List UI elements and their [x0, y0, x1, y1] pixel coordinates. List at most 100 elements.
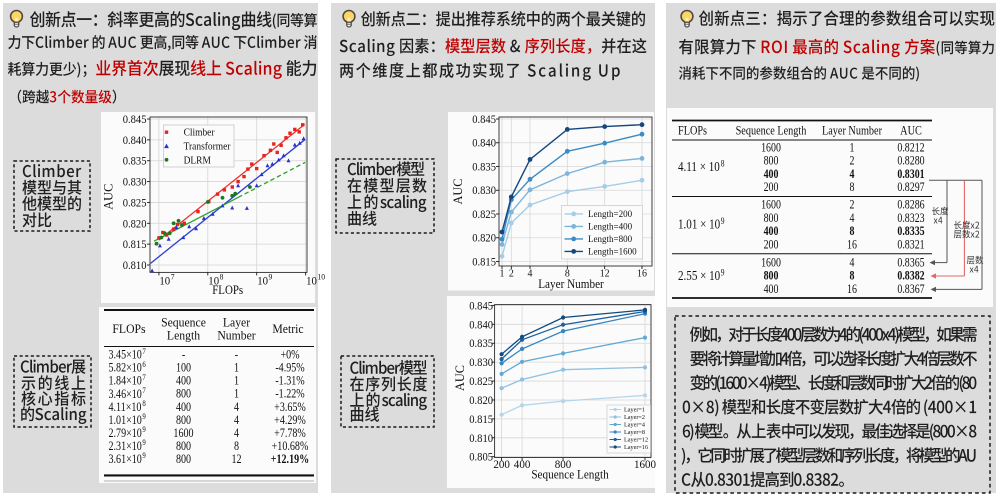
- svg-text:0.845: 0.845: [469, 300, 493, 313]
- svg-text:Layer=16: Layer=16: [624, 444, 648, 451]
- svg-text:9: 9: [268, 272, 272, 281]
- svg-text:4.11×10: 4.11×10: [108, 401, 141, 414]
- svg-text:8: 8: [850, 181, 855, 194]
- svg-text:1: 1: [850, 141, 855, 154]
- svg-text:2: 2: [850, 155, 855, 168]
- svg-text:16: 16: [847, 283, 857, 296]
- svg-text:0.840: 0.840: [123, 134, 147, 147]
- svg-text:9: 9: [142, 437, 146, 447]
- svg-text:0.805: 0.805: [469, 451, 493, 464]
- svg-text:Layer=4: Layer=4: [624, 422, 645, 429]
- svg-text:1600: 1600: [761, 199, 781, 212]
- svg-text:9: 9: [721, 268, 725, 278]
- svg-text:4: 4: [850, 256, 855, 269]
- svg-text:4: 4: [528, 268, 534, 280]
- svg-text:-1.22%: -1.22%: [275, 388, 305, 401]
- svg-text:+7.78%: +7.78%: [274, 427, 306, 440]
- svg-text:Number: Number: [217, 328, 255, 343]
- svg-text:1.01 × 10: 1.01 × 10: [678, 217, 720, 232]
- svg-text:4: 4: [234, 414, 239, 427]
- svg-text:2.79×10: 2.79×10: [108, 427, 142, 440]
- svg-text:8: 8: [850, 225, 855, 238]
- svg-text:16: 16: [847, 239, 857, 252]
- svg-text:800: 800: [176, 440, 191, 453]
- svg-text:-1.31%: -1.31%: [275, 375, 305, 388]
- svg-text:Layer=1: Layer=1: [624, 407, 645, 414]
- svg-text:1600: 1600: [173, 427, 193, 440]
- svg-text:1600: 1600: [761, 256, 781, 269]
- svg-text:Layer=2: Layer=2: [624, 414, 645, 421]
- svg-text:Climber: Climber: [184, 127, 216, 139]
- svg-text:400: 400: [764, 283, 779, 296]
- svg-text:AUC: AUC: [900, 125, 922, 138]
- svg-text:Length=1600: Length=1600: [588, 247, 637, 257]
- svg-text:4: 4: [234, 401, 239, 414]
- svg-text:0.820: 0.820: [472, 232, 496, 245]
- svg-text:10: 10: [306, 275, 317, 288]
- svg-text:200: 200: [493, 458, 510, 470]
- svg-text:0.815: 0.815: [469, 413, 493, 426]
- svg-text:0.830: 0.830: [472, 185, 496, 198]
- svg-text:Sequence: Sequence: [161, 315, 206, 330]
- svg-text:800: 800: [176, 414, 191, 427]
- svg-text:16: 16: [637, 268, 647, 280]
- svg-text:400: 400: [176, 401, 191, 414]
- svg-text:4.11 × 10: 4.11 × 10: [678, 159, 720, 174]
- svg-text:4: 4: [234, 427, 239, 440]
- svg-text:0.8321: 0.8321: [897, 239, 924, 252]
- svg-text:800: 800: [555, 458, 572, 470]
- svg-text:+3.65%: +3.65%: [274, 401, 306, 414]
- svg-text:Sequence Length: Sequence Length: [531, 467, 608, 482]
- svg-text:-: -: [235, 349, 239, 362]
- svg-text:0.840: 0.840: [472, 137, 496, 150]
- svg-text:FLOPs: FLOPs: [112, 321, 145, 336]
- svg-text:Layer Number: Layer Number: [822, 125, 882, 138]
- svg-text:9: 9: [142, 450, 146, 460]
- svg-text:9: 9: [142, 424, 146, 434]
- svg-text:+12.19%: +12.19%: [271, 453, 309, 466]
- svg-text:0.8286: 0.8286: [897, 199, 925, 212]
- svg-text:2.31×10: 2.31×10: [108, 440, 142, 453]
- svg-text:0.830: 0.830: [123, 176, 147, 189]
- svg-text:1: 1: [234, 362, 239, 375]
- svg-text:8: 8: [850, 270, 855, 283]
- svg-text:0.8365: 0.8365: [897, 256, 925, 269]
- svg-text:0.830: 0.830: [469, 357, 493, 370]
- svg-text:4: 4: [850, 212, 855, 225]
- svg-text:0.820: 0.820: [123, 218, 147, 231]
- svg-text:800: 800: [764, 155, 779, 168]
- svg-text:+0%: +0%: [280, 349, 300, 362]
- svg-text:0.8212: 0.8212: [897, 141, 924, 154]
- svg-text:-4.95%: -4.95%: [275, 362, 305, 375]
- svg-text:0.810: 0.810: [123, 259, 147, 272]
- svg-text:Length=200: Length=200: [588, 210, 632, 220]
- svg-text:0.845: 0.845: [123, 113, 147, 126]
- svg-text:400: 400: [176, 375, 191, 388]
- svg-text:9: 9: [721, 216, 725, 226]
- svg-text:8: 8: [565, 268, 570, 280]
- svg-text:1600: 1600: [634, 458, 656, 470]
- svg-text:10: 10: [317, 272, 325, 281]
- svg-text:7: 7: [142, 372, 146, 382]
- svg-text:400: 400: [764, 168, 779, 181]
- svg-text:Layer=8: Layer=8: [624, 429, 645, 436]
- svg-text:1.01×10: 1.01×10: [108, 414, 142, 427]
- svg-text:-: -: [182, 349, 186, 362]
- svg-text:800: 800: [764, 212, 779, 225]
- svg-text:200: 200: [764, 181, 779, 194]
- svg-text:AUC: AUC: [451, 179, 465, 205]
- svg-text:0.8301: 0.8301: [897, 168, 925, 181]
- svg-text:0.825: 0.825: [123, 197, 147, 210]
- svg-text:1600: 1600: [761, 141, 781, 154]
- svg-text:1: 1: [234, 388, 239, 401]
- svg-text:7: 7: [142, 346, 146, 356]
- svg-text:0.840: 0.840: [469, 319, 493, 332]
- svg-text:0.8323: 0.8323: [897, 212, 925, 225]
- svg-text:12: 12: [600, 268, 610, 280]
- svg-text:3.61×10: 3.61×10: [108, 453, 142, 466]
- svg-text:0.8280: 0.8280: [897, 155, 925, 168]
- svg-text:+4.29%: +4.29%: [274, 414, 306, 427]
- svg-text:Layer: Layer: [223, 315, 250, 330]
- svg-text:8: 8: [721, 159, 725, 169]
- svg-text:6: 6: [142, 359, 146, 369]
